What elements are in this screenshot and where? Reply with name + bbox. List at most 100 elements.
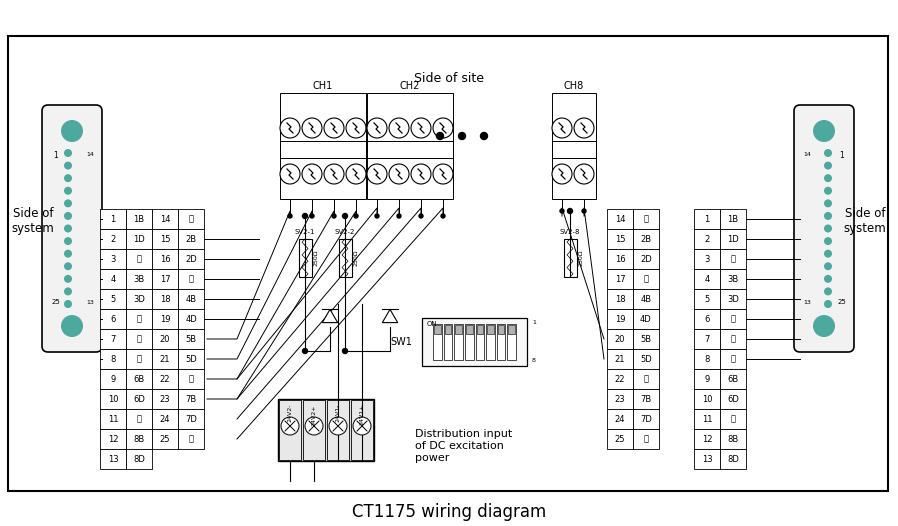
Text: 25: 25 xyxy=(160,434,171,443)
Bar xyxy=(445,325,452,334)
Bar xyxy=(433,324,442,360)
Text: 15: 15 xyxy=(160,235,171,244)
Bar xyxy=(497,325,505,334)
Text: 7D: 7D xyxy=(640,414,652,423)
FancyBboxPatch shape xyxy=(794,105,854,352)
Bar xyxy=(694,249,720,269)
Text: 9: 9 xyxy=(110,375,116,383)
Circle shape xyxy=(64,199,72,207)
Text: 24V2-: 24V2- xyxy=(287,404,293,422)
Circle shape xyxy=(64,262,72,270)
Bar xyxy=(607,389,633,409)
Text: 空: 空 xyxy=(136,355,142,363)
Bar xyxy=(126,209,152,229)
Bar xyxy=(607,309,633,329)
Circle shape xyxy=(459,133,465,139)
Bar xyxy=(694,389,720,409)
Text: 8: 8 xyxy=(110,355,116,363)
Bar xyxy=(633,309,659,329)
Bar xyxy=(178,309,204,329)
Circle shape xyxy=(824,225,832,232)
Text: 11: 11 xyxy=(701,414,712,423)
Circle shape xyxy=(64,300,72,308)
Bar xyxy=(126,329,152,349)
Circle shape xyxy=(411,118,431,138)
Text: 20: 20 xyxy=(160,335,171,343)
Bar xyxy=(100,249,126,269)
Bar xyxy=(477,325,483,334)
Bar xyxy=(126,409,152,429)
Text: 空: 空 xyxy=(644,215,648,224)
Circle shape xyxy=(281,417,299,435)
Bar xyxy=(178,269,204,289)
Bar xyxy=(100,269,126,289)
Text: 空: 空 xyxy=(136,335,142,343)
Circle shape xyxy=(329,417,347,435)
Bar xyxy=(152,249,178,269)
Text: 24V1-: 24V1- xyxy=(336,404,340,422)
Bar xyxy=(694,329,720,349)
Bar xyxy=(694,209,720,229)
Text: 3D: 3D xyxy=(727,295,739,304)
Circle shape xyxy=(64,212,72,220)
Bar xyxy=(152,369,178,389)
Text: 12: 12 xyxy=(701,434,712,443)
Text: 8D: 8D xyxy=(727,454,739,463)
Circle shape xyxy=(310,214,314,218)
Text: 1D: 1D xyxy=(727,235,739,244)
Bar xyxy=(152,389,178,409)
Circle shape xyxy=(813,315,835,337)
Bar xyxy=(152,429,178,449)
Text: 8D: 8D xyxy=(133,454,145,463)
Text: 250Ω: 250Ω xyxy=(578,250,584,266)
Bar xyxy=(552,93,596,158)
Bar xyxy=(694,289,720,309)
Text: 空: 空 xyxy=(189,434,193,443)
Bar xyxy=(178,349,204,369)
Text: 1D: 1D xyxy=(133,235,145,244)
Text: 21: 21 xyxy=(615,355,625,363)
Text: 23: 23 xyxy=(160,394,171,403)
Bar xyxy=(100,369,126,389)
Circle shape xyxy=(64,187,72,195)
Bar xyxy=(720,449,746,469)
Bar xyxy=(694,309,720,329)
Bar xyxy=(607,409,633,429)
Bar xyxy=(126,349,152,369)
Text: 1: 1 xyxy=(704,215,709,224)
Circle shape xyxy=(436,133,444,139)
Text: 24V2+: 24V2+ xyxy=(312,404,316,426)
Text: 3B: 3B xyxy=(727,275,739,284)
Circle shape xyxy=(824,300,832,308)
Text: 1: 1 xyxy=(532,320,536,326)
Circle shape xyxy=(342,349,348,353)
Circle shape xyxy=(824,199,832,207)
Bar xyxy=(607,289,633,309)
Bar xyxy=(100,389,126,409)
Text: 10: 10 xyxy=(701,394,712,403)
Circle shape xyxy=(389,164,409,184)
Bar xyxy=(367,93,453,158)
Circle shape xyxy=(324,164,344,184)
Text: 8B: 8B xyxy=(727,434,739,443)
Bar xyxy=(607,329,633,349)
Bar xyxy=(633,329,659,349)
Circle shape xyxy=(824,275,832,283)
Text: 8: 8 xyxy=(532,359,536,363)
Bar xyxy=(720,329,746,349)
Bar xyxy=(633,389,659,409)
Circle shape xyxy=(824,149,832,157)
Bar xyxy=(720,389,746,409)
Circle shape xyxy=(552,164,572,184)
Text: 24: 24 xyxy=(615,414,625,423)
Bar xyxy=(633,409,659,429)
Text: 18: 18 xyxy=(160,295,171,304)
Bar xyxy=(607,269,633,289)
Text: 3B: 3B xyxy=(134,275,145,284)
Bar xyxy=(720,429,746,449)
Bar xyxy=(476,324,484,360)
Text: 1B: 1B xyxy=(134,215,145,224)
Bar xyxy=(126,289,152,309)
Text: SV2-2: SV2-2 xyxy=(335,229,356,235)
Bar xyxy=(152,209,178,229)
